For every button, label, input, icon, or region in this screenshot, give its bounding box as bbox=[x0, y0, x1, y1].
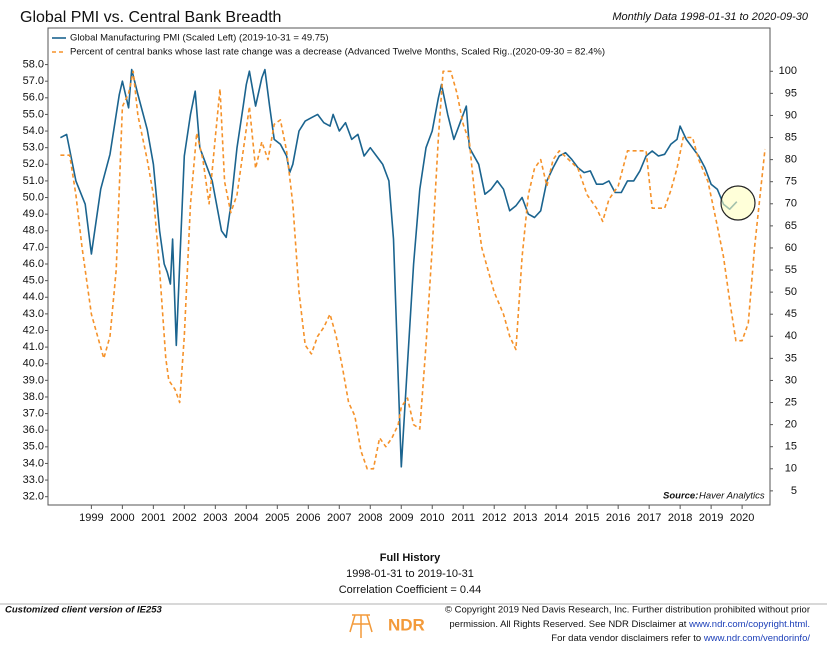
x-tick-label: 2001 bbox=[141, 512, 165, 524]
y2-tick-label: 60 bbox=[785, 242, 797, 254]
footer-range: 1998-01-31 to 2019-10-31 bbox=[346, 568, 474, 580]
y2-tick-label: 25 bbox=[785, 396, 797, 408]
y2-tick-label: 50 bbox=[785, 286, 797, 298]
y-tick-label: 44.0 bbox=[23, 291, 44, 303]
vendor-text: For data vendor disclaimers refer to bbox=[551, 633, 701, 644]
y-tick-label: 45.0 bbox=[23, 275, 44, 287]
y-tick-label: 38.0 bbox=[23, 391, 44, 403]
y-tick-label: 57.0 bbox=[23, 75, 44, 87]
y-tick-label: 33.0 bbox=[23, 474, 44, 486]
y2-tick-label: 30 bbox=[785, 374, 797, 386]
y-tick-label: 56.0 bbox=[23, 92, 44, 104]
x-tick-label: 2009 bbox=[389, 512, 413, 524]
logo-icon bbox=[349, 614, 373, 638]
y-tick-label: 42.0 bbox=[23, 324, 44, 336]
y-tick-label: 37.0 bbox=[23, 407, 44, 419]
y-tick-label: 47.0 bbox=[23, 241, 44, 253]
y-tick-label: 41.0 bbox=[23, 341, 44, 353]
x-tick-label: 2017 bbox=[637, 512, 661, 524]
y2-tick-label: 70 bbox=[785, 198, 797, 210]
vendor-link[interactable]: www.ndr.com/vendorinfo/ bbox=[703, 633, 810, 644]
x-tick-label: 2013 bbox=[513, 512, 537, 524]
y-tick-label: 36.0 bbox=[23, 424, 44, 436]
x-tick-label: 2002 bbox=[172, 512, 196, 524]
y-tick-label: 43.0 bbox=[23, 308, 44, 320]
client-note: Customized client version of IE253 bbox=[5, 605, 163, 616]
legend-label: Percent of central banks whose last rate… bbox=[70, 47, 605, 58]
y-tick-label: 32.0 bbox=[23, 491, 44, 503]
y2-tick-label: 10 bbox=[785, 463, 797, 475]
y2-tick-label: 15 bbox=[785, 441, 797, 453]
x-tick-label: 2011 bbox=[451, 512, 475, 524]
y2-tick-label: 75 bbox=[785, 176, 797, 188]
y2-tick-label: 100 bbox=[779, 65, 797, 77]
series-line bbox=[60, 68, 738, 468]
y2-tick-label: 35 bbox=[785, 352, 797, 364]
x-tick-label: 2016 bbox=[606, 512, 630, 524]
footer-correlation: Correlation Coefficient = 0.44 bbox=[339, 584, 482, 596]
series-line bbox=[60, 70, 766, 470]
y-tick-label: 46.0 bbox=[23, 258, 44, 270]
y-tick-label: 58.0 bbox=[23, 58, 44, 70]
legend-label: Global Manufacturing PMI (Scaled Left) (… bbox=[70, 33, 329, 44]
y2-tick-label: 95 bbox=[785, 87, 797, 99]
y-tick-label: 55.0 bbox=[23, 108, 44, 120]
x-tick-label: 2003 bbox=[203, 512, 227, 524]
x-tick-label: 2000 bbox=[110, 512, 134, 524]
x-tick-label: 2012 bbox=[482, 512, 506, 524]
x-tick-label: 2007 bbox=[327, 512, 351, 524]
y2-tick-label: 90 bbox=[785, 109, 797, 121]
x-tick-label: 2020 bbox=[730, 512, 754, 524]
source: Haver Analytics bbox=[699, 491, 765, 502]
y2-tick-label: 40 bbox=[785, 330, 797, 342]
vendor-note: For data vendor disclaimers refer to www… bbox=[551, 633, 810, 644]
y-tick-label: 54.0 bbox=[23, 125, 44, 137]
x-tick-label: 2018 bbox=[668, 512, 692, 524]
plot-frame bbox=[47, 27, 771, 506]
copyright-link[interactable]: www.ndr.com/copyright.html. bbox=[688, 619, 810, 630]
x-tick-label: 2015 bbox=[575, 512, 599, 524]
y-tick-label: 34.0 bbox=[23, 457, 44, 469]
copyright: permission. All Rights Reserved. See NDR… bbox=[449, 619, 810, 630]
source-label: Source: bbox=[663, 491, 698, 502]
copyright: © Copyright 2019 Ned Davis Research, Inc… bbox=[445, 605, 810, 616]
chart-title: Global PMI vs. Central Bank Breadth bbox=[20, 9, 281, 26]
x-tick-label: 2014 bbox=[544, 512, 568, 524]
y2-tick-label: 80 bbox=[785, 154, 797, 166]
y-tick-label: 48.0 bbox=[23, 225, 44, 237]
y-tick-label: 35.0 bbox=[23, 441, 44, 453]
y-tick-label: 49.0 bbox=[23, 208, 44, 220]
y-tick-label: 51.0 bbox=[23, 175, 44, 187]
y2-tick-label: 5 bbox=[791, 485, 797, 497]
y2-tick-label: 45 bbox=[785, 308, 797, 320]
y2-tick-label: 85 bbox=[785, 131, 797, 143]
logo-text: NDR bbox=[388, 615, 425, 634]
y2-tick-label: 65 bbox=[785, 220, 797, 232]
y-tick-label: 50.0 bbox=[23, 191, 44, 203]
chart-subtitle: Monthly Data 1998-01-31 to 2020-09-30 bbox=[612, 11, 809, 23]
y-tick-label: 53.0 bbox=[23, 142, 44, 154]
y-tick-label: 40.0 bbox=[23, 358, 44, 370]
y-tick-label: 39.0 bbox=[23, 374, 44, 386]
highlight-circle bbox=[720, 185, 756, 221]
x-tick-label: 2004 bbox=[234, 512, 258, 524]
x-tick-label: 2019 bbox=[699, 512, 723, 524]
x-tick-label: 2006 bbox=[296, 512, 320, 524]
y-tick-label: 52.0 bbox=[23, 158, 44, 170]
footer-heading: Full History bbox=[380, 552, 441, 564]
x-tick-label: 2010 bbox=[420, 512, 444, 524]
x-tick-label: 2008 bbox=[358, 512, 382, 524]
plot-area: 32.0 33.0 34.0 35.0 36.0 37.0 38.0 39.0 40.0 41.0… bbox=[23, 33, 797, 524]
y2-tick-label: 20 bbox=[785, 419, 797, 431]
y2-tick-label: 55 bbox=[785, 264, 797, 276]
x-tick-label: 2005 bbox=[265, 512, 289, 524]
copyright-text: permission. All Rights Reserved. See NDR… bbox=[449, 619, 686, 630]
x-tick-label: 1999 bbox=[79, 512, 103, 524]
